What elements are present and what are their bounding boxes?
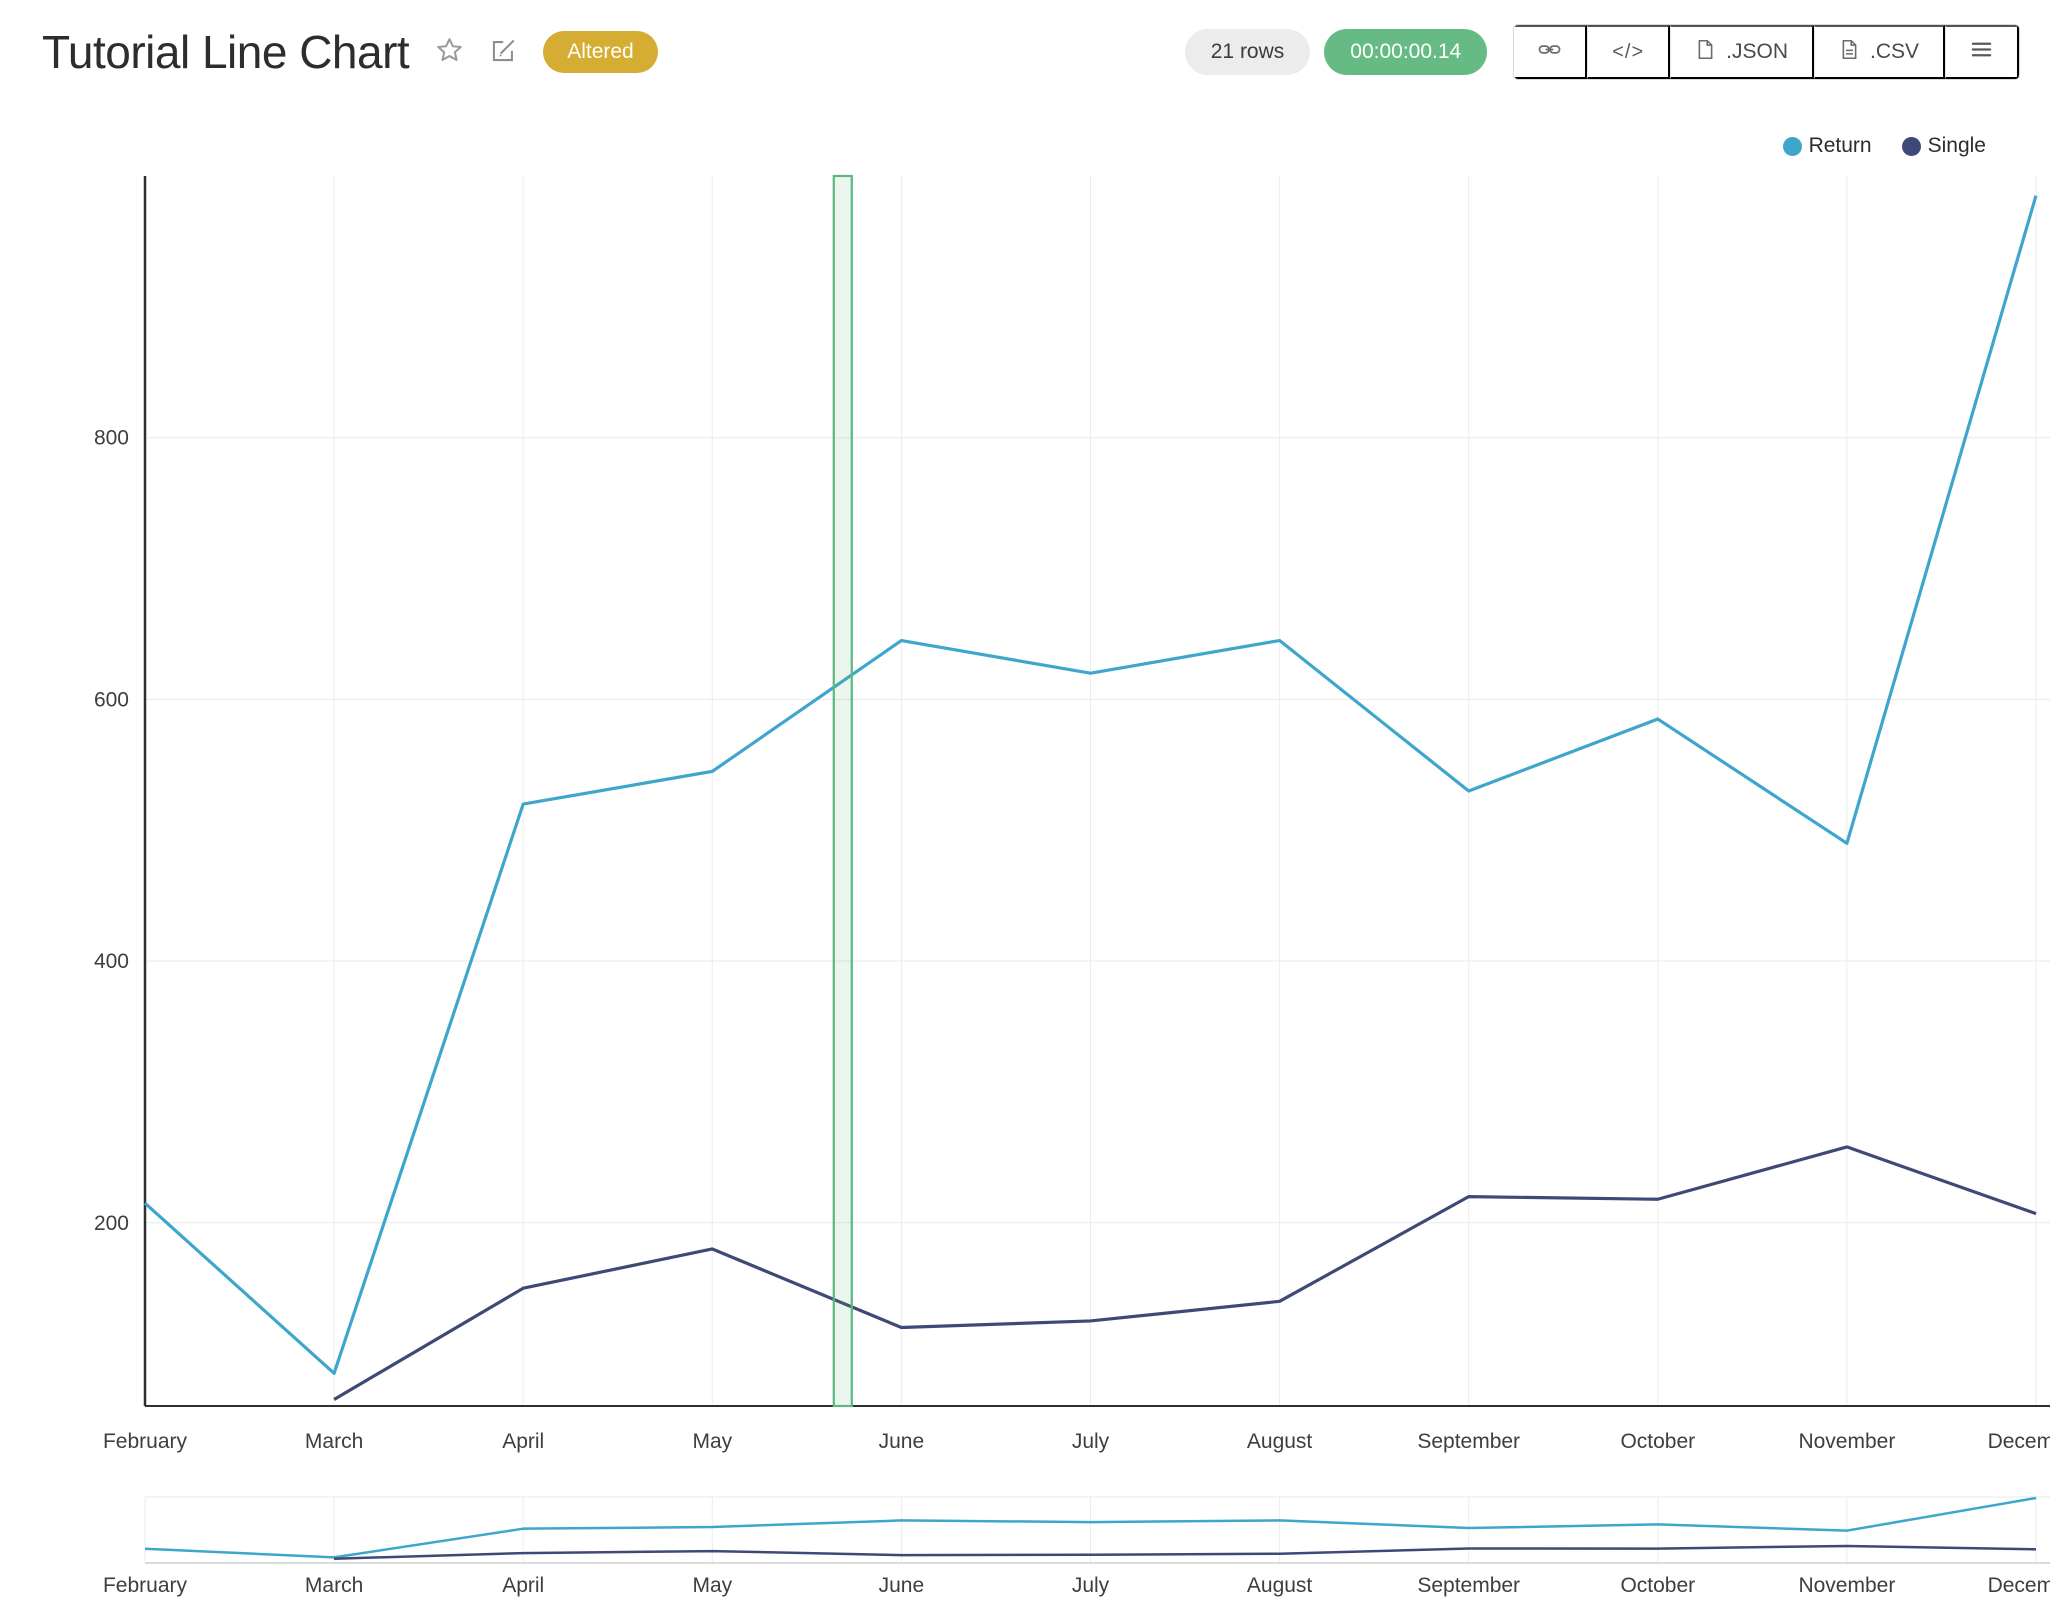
altered-badge: Altered [543,31,658,73]
json-file-icon [1695,39,1716,66]
csv-file-icon [1839,39,1860,66]
json-button-label: .JSON [1726,40,1788,63]
code-icon: </> [1612,40,1645,63]
x-tick-label: July [1072,1430,1110,1453]
y-tick-label: 800 [94,427,129,450]
navigator-tick-label: July [1072,1574,1110,1597]
row-count-badge: 21 rows [1184,29,1311,75]
star-icon [435,36,464,68]
navigator-tick-label: December [1988,1574,2050,1597]
y-tick-label: 600 [94,688,129,711]
y-tick-label: 400 [94,950,129,973]
single-navigator-line [334,1544,2037,1560]
return-navigator-line [144,1496,2037,1559]
edit-pencil-icon [490,37,517,67]
single-series-line [333,1145,2037,1401]
y-tick-label: 200 [94,1212,129,1235]
legend-item-return[interactable]: Return [1782,134,1872,158]
x-tick-label: August [1247,1430,1313,1453]
navigator-tick-label: March [305,1574,363,1597]
legend-label-return: Return [1808,134,1872,157]
x-tick-label: December [1988,1430,2050,1453]
more-options-button[interactable] [1945,25,2019,79]
x-tick-label: September [1417,1430,1520,1453]
page-header: Tutorial Line Chart Altered 21 rows 00:0… [0,0,2050,88]
embed-code-button[interactable]: </> [1587,25,1671,79]
legend-dot-single [1901,136,1921,156]
share-link-button[interactable] [1514,25,1588,79]
x-tick-label: November [1798,1430,1895,1453]
legend-label-single: Single [1927,134,1986,157]
navigator-tick-label: August [1247,1574,1313,1597]
navigator-tick-label: April [502,1574,544,1597]
navigator-tick-label: October [1620,1574,1695,1597]
download-json-button[interactable]: .JSON [1670,25,1814,79]
navigator-tick-label: November [1798,1574,1895,1597]
navigator-tick-label: June [879,1574,925,1597]
return-series-line [143,195,2038,1375]
query-duration-badge: 00:00:00.14 [1324,29,1488,75]
navigator-tick-label: September [1417,1574,1520,1597]
legend-item-single[interactable]: Single [1901,134,1986,158]
x-tick-label: October [1620,1430,1695,1453]
x-tick-label: March [305,1430,363,1453]
navigator-tick-label: February [103,1574,188,1597]
export-toolbar: </> .JSON .CSV [1513,24,2020,80]
x-tick-label: April [502,1430,544,1453]
navigator-tick-label: May [692,1574,732,1597]
page-title: Tutorial Line Chart [42,26,410,78]
legend-dot-return [1782,136,1802,156]
chart-legend: Return Single [1782,134,1986,158]
x-tick-label: February [103,1430,188,1453]
x-tick-label: June [879,1430,925,1453]
edit-title-button[interactable] [490,37,517,67]
csv-button-label: .CSV [1869,40,1919,63]
selection-band[interactable] [832,174,853,1408]
link-icon [1538,38,1561,67]
favorite-star-button[interactable] [435,36,464,68]
hamburger-menu-icon [1970,38,1993,67]
download-csv-button[interactable]: .CSV [1813,25,1945,79]
x-tick-label: May [692,1430,732,1453]
